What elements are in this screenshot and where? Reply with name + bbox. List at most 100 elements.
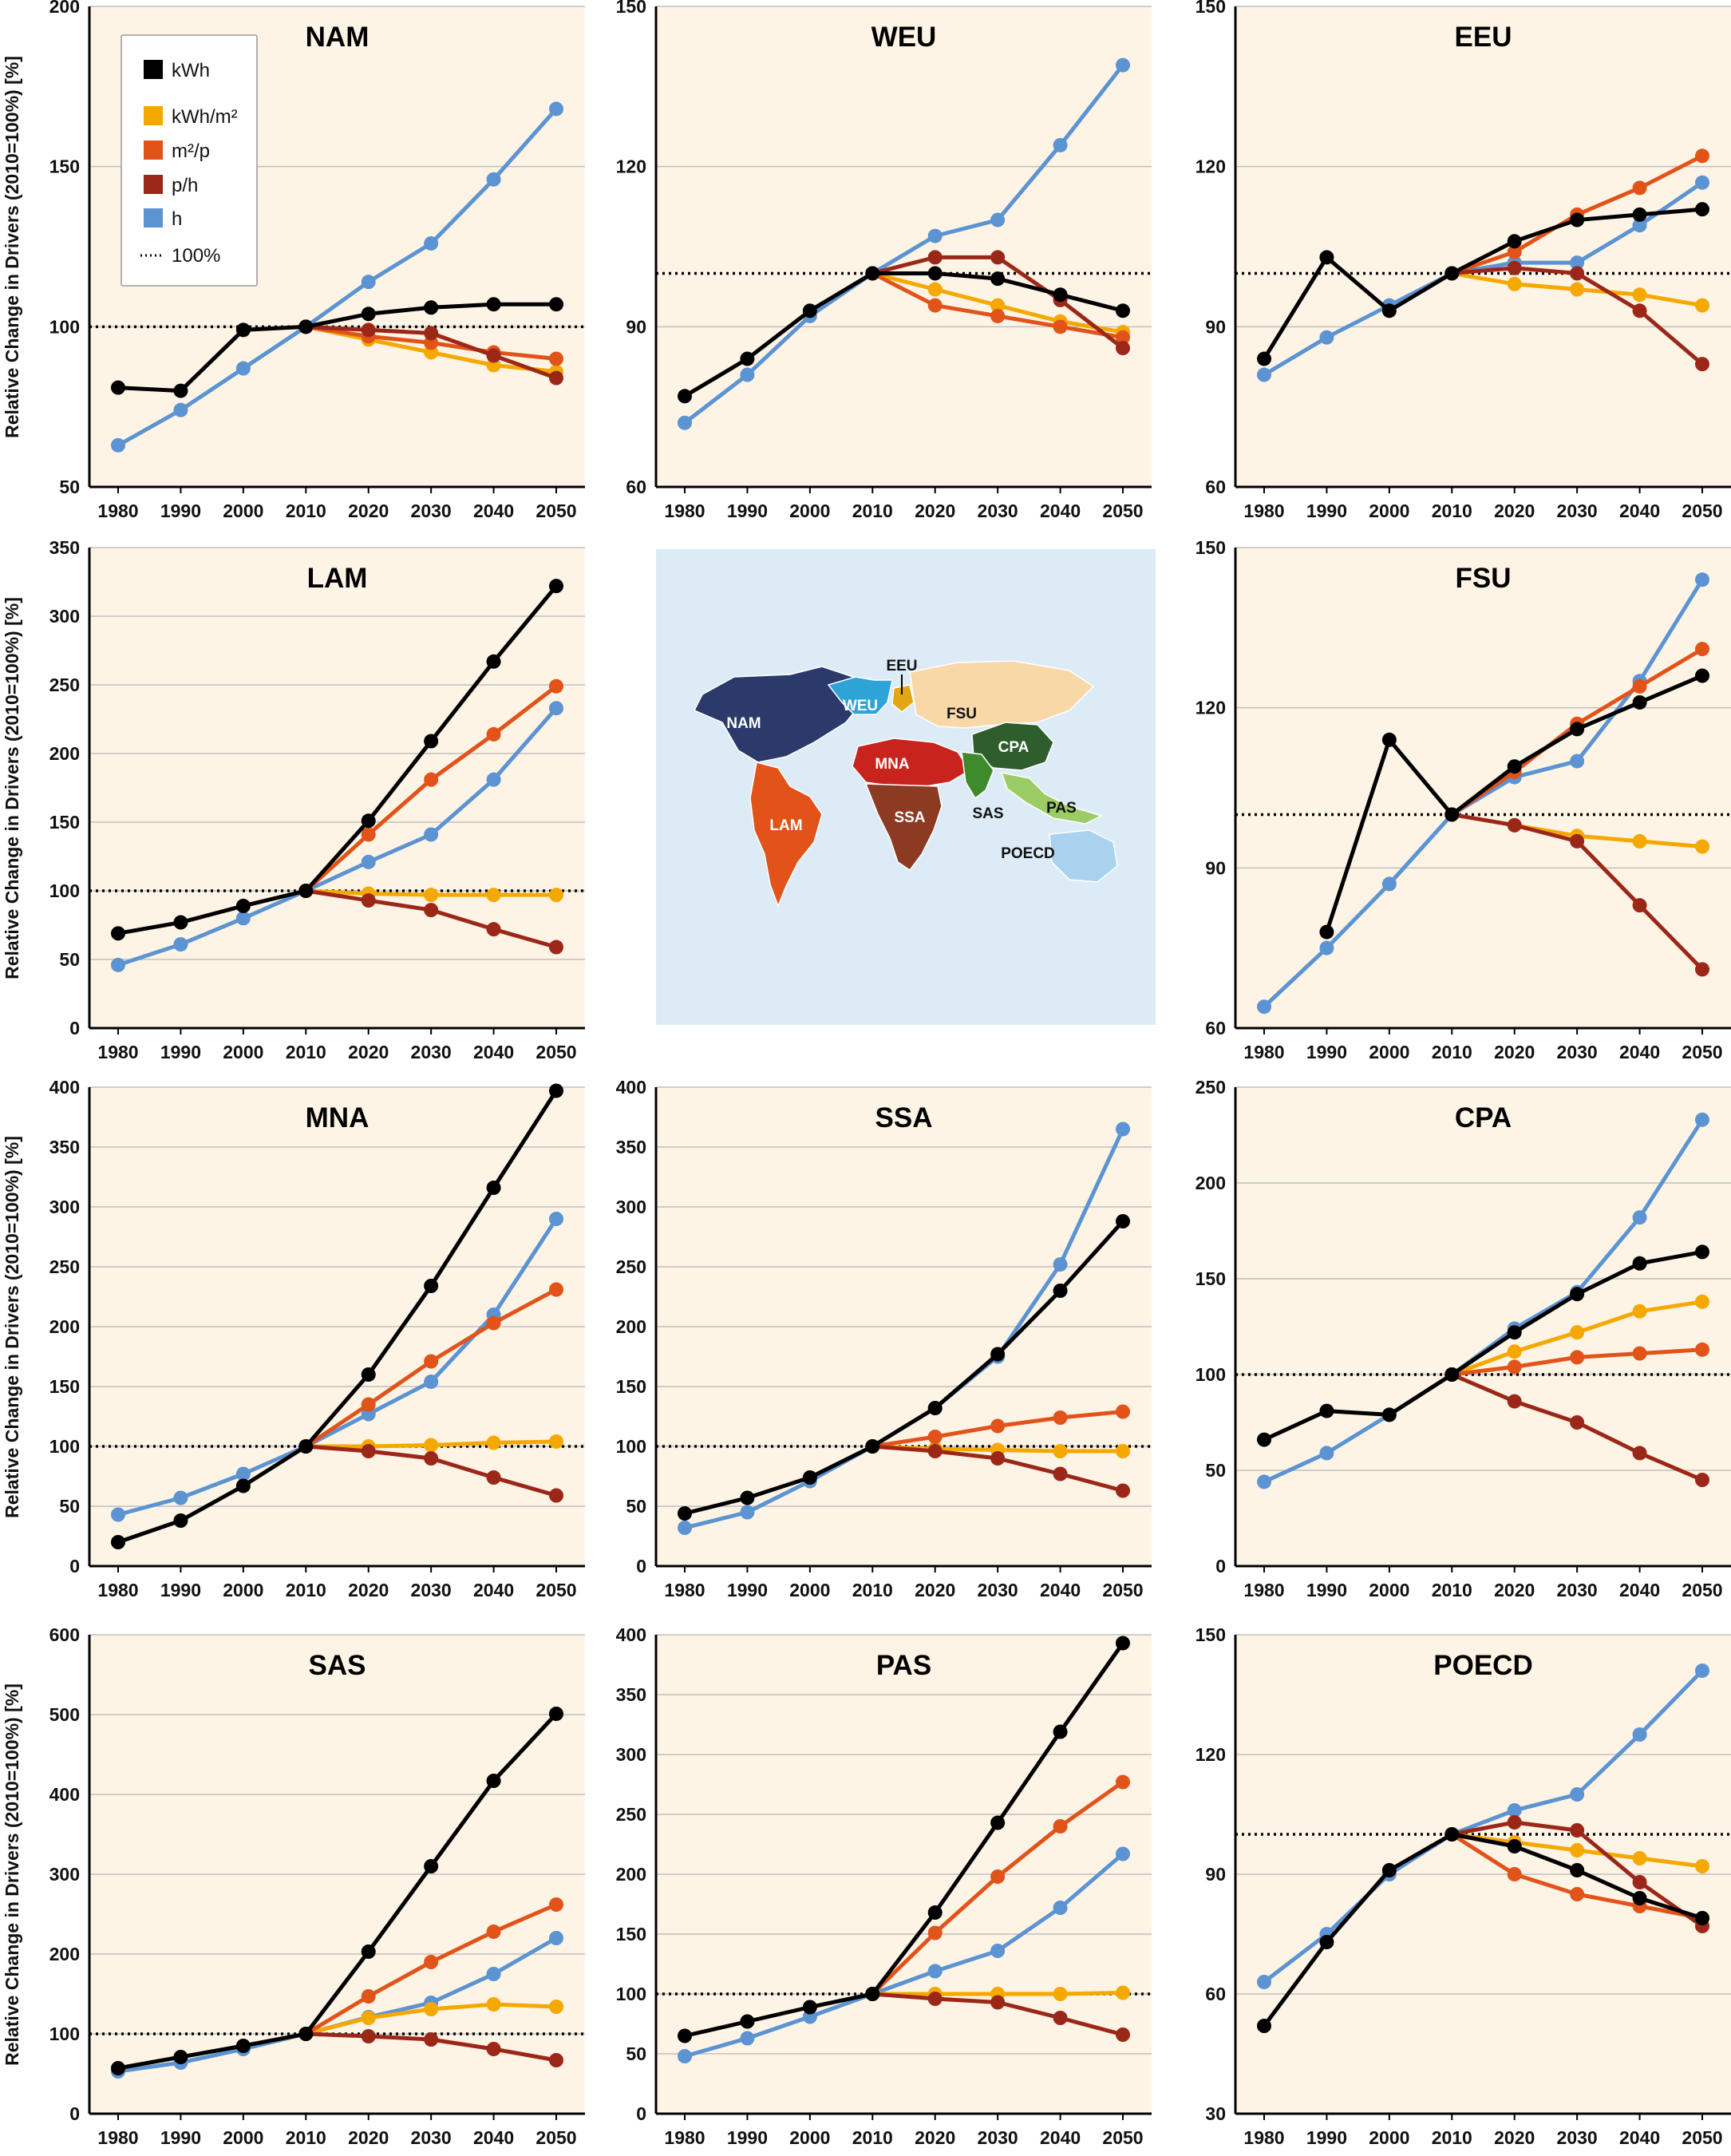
- world-map-panel: NAM LAM WEU EEU FSU MNA SSA CPA SAS PAS POECD: [656, 549, 1156, 1025]
- data-point-kwh: [549, 1707, 563, 1721]
- x-tick-label: 2040: [1619, 1580, 1660, 1600]
- data-point-persons-per-household: [1507, 1394, 1522, 1409]
- series-persons-per-household: [1444, 807, 1709, 977]
- chart-title: LAM: [307, 563, 368, 594]
- x-tick-label: 1990: [727, 500, 768, 521]
- y-tick-label: 200: [49, 0, 80, 17]
- data-point-kwh: [678, 389, 692, 404]
- series-kwh: [678, 266, 1130, 404]
- x-tick-label: 1980: [97, 500, 138, 521]
- data-point-m2-per-person: [1695, 1342, 1709, 1357]
- y-tick-label: 120: [1195, 156, 1226, 177]
- data-point-kwh: [865, 1439, 880, 1454]
- data-point-households: [1695, 1112, 1709, 1127]
- y-tick-label: 0: [636, 2103, 646, 2124]
- data-point-kwh: [1507, 234, 1522, 249]
- data-point-persons-per-household: [361, 893, 376, 908]
- data-point-kwh-per-m2: [1695, 298, 1709, 313]
- data-point-kwh: [235, 898, 251, 913]
- data-point-kwh-per-m2: [1570, 1843, 1585, 1857]
- data-point-households: [678, 1521, 692, 1535]
- data-point-households: [1632, 1727, 1647, 1742]
- x-tick-label: 2000: [1369, 2127, 1409, 2148]
- y-tick-label: 0: [1215, 1556, 1226, 1576]
- y-tick-label: 300: [616, 1744, 646, 1765]
- data-point-m2-per-person: [1053, 1410, 1068, 1425]
- data-point-kwh: [1053, 287, 1068, 303]
- x-tick-label: 1980: [97, 2127, 138, 2148]
- data-point-persons-per-household: [1116, 341, 1130, 356]
- chart-panel-sas: 0 100 200 300 400 500 600 1980 1990 2000 2010 2020 2…: [49, 1624, 585, 2148]
- y-tick-label: 100: [49, 2023, 80, 2044]
- x-tick-label: 2020: [915, 1580, 955, 1600]
- y-tick-label: 600: [49, 1624, 80, 1645]
- chart-title: CPA: [1455, 1102, 1512, 1133]
- legend-item-ref: 100%: [140, 245, 220, 267]
- data-point-households: [111, 1507, 125, 1522]
- data-point-kwh: [927, 1905, 943, 1920]
- x-tick-label: 2000: [1369, 1580, 1409, 1600]
- series-kwh: [1319, 668, 1709, 940]
- data-point-kwh: [549, 1083, 563, 1098]
- x-tick-label: 2030: [978, 1580, 1018, 1600]
- region-label: WEU: [843, 698, 878, 714]
- data-point-households: [1570, 754, 1585, 769]
- x-tick-label: 1980: [664, 2127, 705, 2148]
- data-point-households: [1695, 175, 1709, 190]
- y-tick-label: 350: [616, 1684, 646, 1705]
- x-tick-label: 2050: [1682, 1042, 1722, 1062]
- data-point-kwh: [1116, 303, 1130, 318]
- y-tick-label: 300: [616, 1197, 646, 1217]
- y-tick-label: 50: [1205, 1460, 1226, 1481]
- series-kwh: [1257, 1244, 1709, 1447]
- data-point-kwh: [1444, 1827, 1460, 1842]
- data-point-persons-per-household: [1570, 266, 1585, 281]
- data-point-m2-per-person: [424, 1354, 439, 1369]
- data-point-households: [740, 1505, 755, 1520]
- data-point-households: [1257, 367, 1271, 382]
- x-tick-label: 2000: [789, 500, 830, 521]
- chart-title: POECD: [1433, 1650, 1532, 1681]
- x-tick-label: 2010: [852, 2127, 893, 2148]
- data-point-persons-per-household: [990, 250, 1006, 265]
- data-point-kwh: [298, 884, 314, 898]
- x-tick-label: 2000: [223, 1042, 263, 1062]
- data-point-kwh: [1632, 694, 1647, 710]
- y-tick-label: 100: [49, 880, 80, 901]
- x-tick-label: 2040: [1619, 500, 1660, 521]
- data-point-households: [424, 1375, 439, 1389]
- x-tick-label: 2010: [286, 2127, 326, 2148]
- legend-label: kWh/m²: [172, 106, 238, 128]
- data-point-kwh-per-m2: [990, 298, 1006, 313]
- data-point-persons-per-household: [990, 1451, 1006, 1466]
- y-tick-label: 0: [69, 1556, 80, 1576]
- data-point-households: [549, 1212, 563, 1226]
- x-tick-label: 2000: [789, 2127, 830, 2148]
- data-point-kwh: [1507, 1325, 1522, 1340]
- x-tick-label: 1990: [160, 1580, 201, 1600]
- y-tick-label: 90: [1205, 316, 1226, 337]
- data-point-persons-per-household: [549, 1488, 563, 1503]
- x-tick-label: 2040: [473, 500, 514, 521]
- region-label: SAS: [972, 805, 1003, 822]
- x-tick-label: 2010: [1432, 1580, 1472, 1600]
- y-tick-label: 150: [1195, 1268, 1226, 1289]
- region-shape: [891, 684, 915, 713]
- x-tick-label: 2000: [223, 2127, 263, 2148]
- data-point-m2-per-person: [549, 1282, 563, 1297]
- map-region-fsu: FSU: [909, 660, 1095, 729]
- y-tick-label: 50: [59, 949, 80, 970]
- x-tick-label: 2010: [852, 1580, 893, 1600]
- x-tick-label: 2020: [348, 500, 389, 521]
- x-tick-label: 2030: [1557, 1042, 1598, 1062]
- data-point-m2-per-person: [1507, 1359, 1522, 1375]
- data-point-households: [1116, 1122, 1130, 1137]
- y-tick-label: 300: [49, 1197, 80, 1217]
- data-point-households: [1632, 218, 1647, 233]
- y-tick-label: 250: [1195, 1077, 1226, 1098]
- x-tick-label: 2000: [1369, 500, 1409, 521]
- data-point-kwh: [678, 2028, 692, 2043]
- panel-background: [1235, 1087, 1731, 1566]
- x-tick-label: 2010: [1432, 500, 1472, 521]
- data-point-persons-per-household: [1053, 2011, 1068, 2025]
